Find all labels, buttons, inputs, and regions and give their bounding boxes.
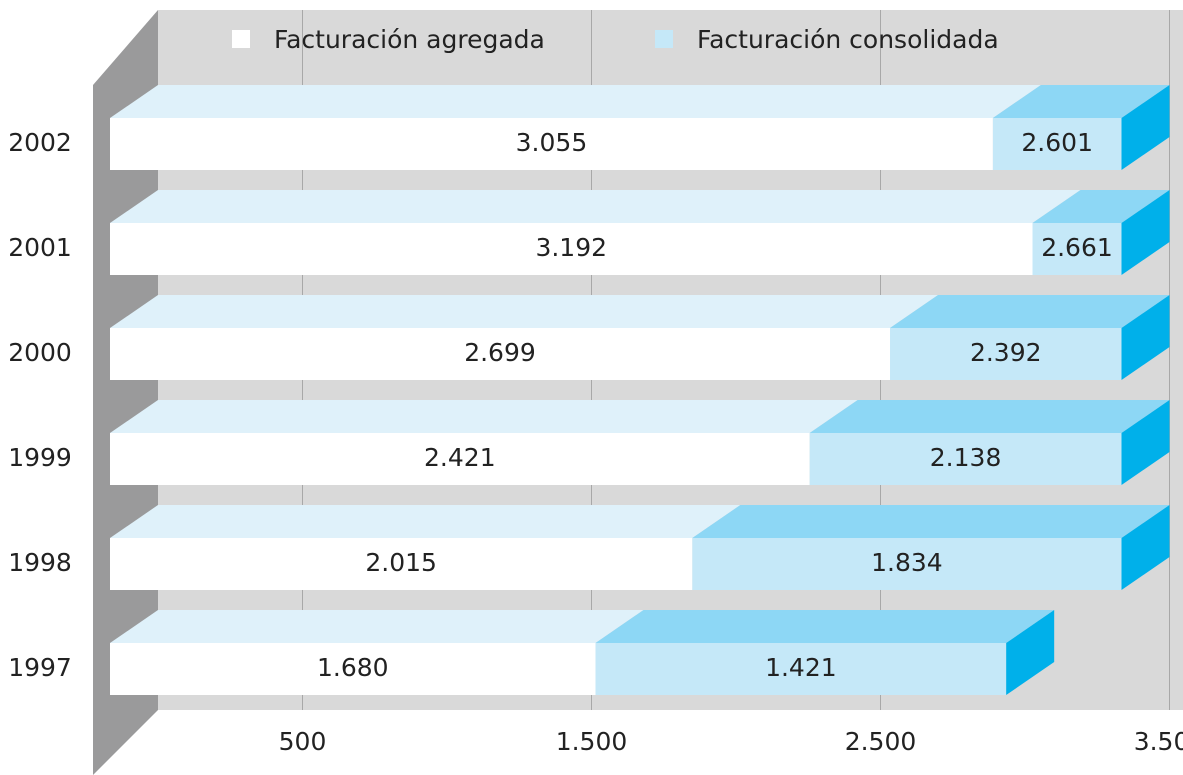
bar-side xyxy=(1121,400,1170,485)
value-label: 2.699 xyxy=(464,338,536,367)
x-tick-label: 3.500 xyxy=(1134,727,1183,756)
value-label: 1.834 xyxy=(871,548,943,577)
bar xyxy=(110,223,1033,275)
legend-label: Facturación consolidada xyxy=(697,25,999,54)
bar-top xyxy=(110,295,939,328)
bar xyxy=(110,433,810,485)
bar-top xyxy=(890,295,1170,328)
legend: Facturación agregada Facturación consolid… xyxy=(232,25,999,54)
bar xyxy=(110,118,993,170)
bar-top xyxy=(692,505,1170,538)
bar-top xyxy=(110,400,858,433)
bar xyxy=(992,118,1122,170)
bar-top xyxy=(809,400,1170,433)
bar xyxy=(595,643,1007,695)
y-tick-label: 2000 xyxy=(8,338,72,367)
bar xyxy=(890,328,1122,380)
value-label: 2.138 xyxy=(930,443,1002,472)
value-label: 2.392 xyxy=(970,338,1042,367)
value-label: 1.421 xyxy=(765,653,837,682)
value-label: 3.055 xyxy=(516,128,588,157)
legend-swatch xyxy=(232,30,250,48)
bar-top xyxy=(110,610,644,643)
bar-top xyxy=(595,610,1055,643)
bar-top xyxy=(110,190,1081,223)
bar-side xyxy=(1121,190,1170,275)
y-tick-label: 2001 xyxy=(8,233,72,262)
value-label: 2.661 xyxy=(1041,233,1113,262)
bar-top xyxy=(992,85,1170,118)
value-label: 2.421 xyxy=(424,443,496,472)
value-label: 3.192 xyxy=(535,233,607,262)
legend-label: Facturación agregada xyxy=(274,25,545,54)
legend-swatch xyxy=(655,30,673,48)
bar xyxy=(692,538,1122,590)
bar xyxy=(110,538,693,590)
bar xyxy=(809,433,1122,485)
value-label: 2.015 xyxy=(365,548,437,577)
x-tick-label: 500 xyxy=(279,727,327,756)
y-tick-label: 1999 xyxy=(8,443,72,472)
bars: 3.055 2.601 3.192 2.661 2.699 2.392 2.421 2.138… xyxy=(110,85,1170,695)
bar-top xyxy=(110,505,741,538)
bar-side xyxy=(1121,505,1170,590)
x-tick-label: 1.500 xyxy=(556,727,628,756)
bar-side xyxy=(1121,85,1170,170)
value-label: 2.601 xyxy=(1021,128,1093,157)
y-tick-label: 1997 xyxy=(8,653,72,682)
value-label: 1.680 xyxy=(317,653,389,682)
bar-side xyxy=(1121,295,1170,380)
bar-side xyxy=(1006,610,1055,695)
bar xyxy=(1032,223,1122,275)
bar-top xyxy=(110,85,1041,118)
x-tick-label: 2.500 xyxy=(845,727,917,756)
bar xyxy=(110,328,891,380)
bar-top xyxy=(1032,190,1170,223)
y-tick-label: 2002 xyxy=(8,128,72,157)
y-tick-label: 1998 xyxy=(8,548,72,577)
bar xyxy=(110,643,596,695)
